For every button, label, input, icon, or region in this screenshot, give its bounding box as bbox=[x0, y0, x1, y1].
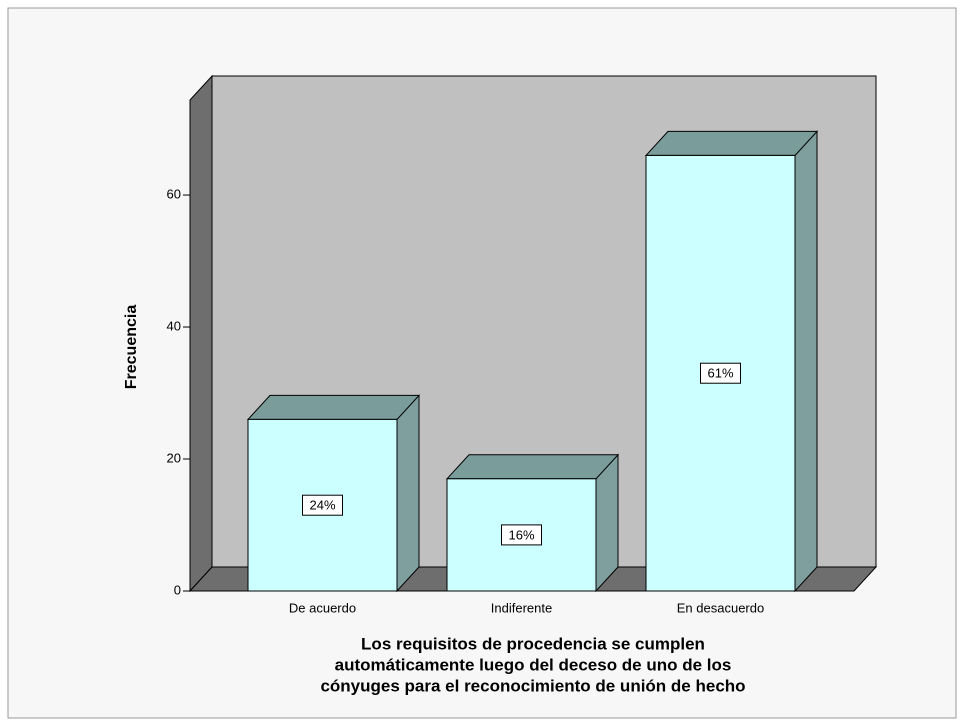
value-label: 61% bbox=[707, 366, 733, 381]
value-label: 16% bbox=[508, 527, 534, 542]
value-label: 24% bbox=[309, 498, 335, 513]
x-tick-label: En desacuerdo bbox=[677, 600, 764, 615]
left-wall bbox=[189, 74, 213, 593]
value-label-box bbox=[700, 362, 741, 384]
y-tick-label: 40 bbox=[167, 318, 181, 333]
bar-top bbox=[246, 394, 421, 420]
bar-top bbox=[445, 454, 620, 480]
bar-side bbox=[794, 130, 818, 593]
bar-top bbox=[644, 130, 819, 156]
value-label-box bbox=[302, 494, 343, 516]
bar-side bbox=[396, 394, 420, 593]
value-label-box bbox=[501, 524, 542, 546]
y-tick-label: 60 bbox=[167, 186, 181, 201]
x-axis-title: automáticamente luego del deceso de uno … bbox=[335, 655, 732, 674]
x-tick-label: De acuerdo bbox=[289, 600, 356, 615]
y-tick-label: 20 bbox=[167, 450, 181, 465]
y-tick-label: 0 bbox=[174, 582, 181, 597]
x-axis-title: Los requisitos de procedencia se cumplen bbox=[361, 634, 705, 653]
y-axis-title: Frecuencia bbox=[123, 305, 140, 390]
x-axis-title: cónyuges para el reconocimiento de unión… bbox=[320, 676, 745, 695]
x-tick-label: Indiferente bbox=[491, 600, 552, 615]
